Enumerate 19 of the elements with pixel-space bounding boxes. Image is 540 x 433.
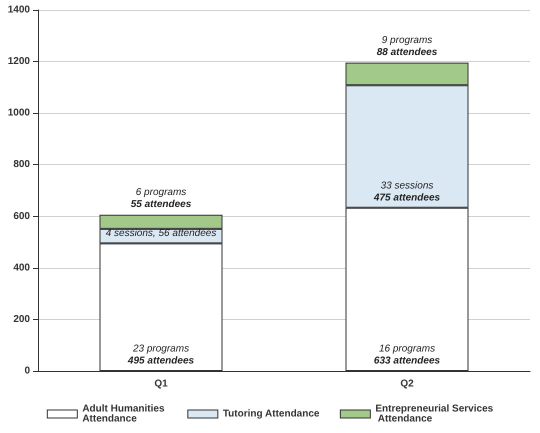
data-label: 9 programs 88 attendees — [376, 35, 438, 58]
y-tick-label: 400 — [13, 262, 30, 274]
data-label: 16 programs 633 attendees — [374, 344, 441, 366]
y-tick-label: 800 — [13, 159, 30, 170]
data-label: 33 sessions 475 attendees — [372, 180, 441, 204]
y-tick-label: 0 — [24, 366, 30, 376]
y-tick-label: 600 — [13, 210, 30, 222]
data-label: 23 programs 495 attendees — [126, 344, 195, 366]
x-tick-label: Q1 — [154, 378, 168, 390]
legend-label: Adult Humanities Attendance — [82, 404, 168, 424]
legend-label: Tutoring Attendance — [222, 408, 320, 420]
y-tick-label: 1400 — [8, 4, 30, 16]
y-tick-label: 1000 — [8, 108, 30, 119]
y-tick-label: 1200 — [8, 56, 30, 68]
legend-label: Entrepreneurial Services Attendance — [375, 404, 494, 424]
data-label: 4 sessions, 56 attendees — [106, 228, 216, 239]
data-label: 6 programs 55 attendees — [130, 187, 192, 210]
x-tick-label: Q2 — [400, 378, 414, 390]
y-tick-label: 200 — [13, 314, 30, 325]
